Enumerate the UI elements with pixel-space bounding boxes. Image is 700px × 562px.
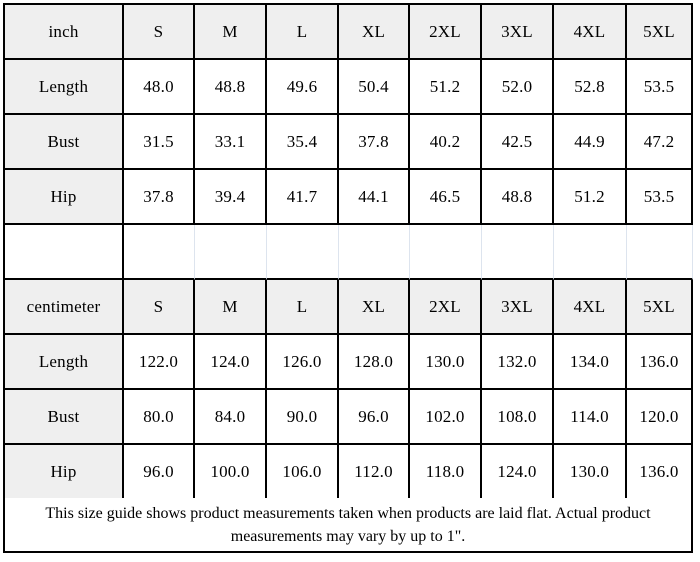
row-label-cell: Hip bbox=[3, 170, 124, 225]
value-cell: 51.2 bbox=[554, 170, 627, 225]
row-label-cell: Hip bbox=[3, 445, 124, 500]
value-cell: 100.0 bbox=[195, 445, 267, 500]
value-cell: 126.0 bbox=[267, 335, 339, 390]
value-cell: 35.4 bbox=[267, 115, 339, 170]
value-cell: 33.1 bbox=[195, 115, 267, 170]
value-cell: 52.0 bbox=[482, 60, 554, 115]
spacer-cell bbox=[339, 225, 410, 280]
value-cell: 130.0 bbox=[410, 335, 482, 390]
row-label-cell: Length bbox=[3, 60, 124, 115]
footer-note: This size guide shows product measuremen… bbox=[3, 498, 693, 553]
value-cell: 42.5 bbox=[482, 115, 554, 170]
size-header-cell: 4XL bbox=[554, 280, 627, 335]
value-cell: 124.0 bbox=[482, 445, 554, 500]
value-cell: 44.9 bbox=[554, 115, 627, 170]
size-header-cell: M bbox=[195, 280, 267, 335]
spacer-row bbox=[3, 225, 693, 280]
value-cell: 41.7 bbox=[267, 170, 339, 225]
value-cell: 39.4 bbox=[195, 170, 267, 225]
value-cell: 46.5 bbox=[410, 170, 482, 225]
size-table-inch: inch S M L XL 2XL 3XL 4XL 5XL Length 48.… bbox=[3, 3, 693, 225]
value-cell: 112.0 bbox=[339, 445, 410, 500]
value-cell: 132.0 bbox=[482, 335, 554, 390]
value-cell: 51.2 bbox=[410, 60, 482, 115]
spacer-cell bbox=[124, 225, 195, 280]
value-cell: 130.0 bbox=[554, 445, 627, 500]
size-header-cell: XL bbox=[339, 280, 410, 335]
spacer-cell bbox=[554, 225, 627, 280]
row-label-cell: Length bbox=[3, 335, 124, 390]
value-cell: 37.8 bbox=[124, 170, 195, 225]
value-cell: 53.5 bbox=[627, 170, 693, 225]
value-cell: 122.0 bbox=[124, 335, 195, 390]
value-cell: 102.0 bbox=[410, 390, 482, 445]
value-cell: 108.0 bbox=[482, 390, 554, 445]
value-cell: 114.0 bbox=[554, 390, 627, 445]
footer-note-line-2: measurements may vary by up to 1". bbox=[230, 527, 466, 545]
size-table-centimeter: centimeter S M L XL 2XL 3XL 4XL 5XL Leng… bbox=[3, 280, 693, 500]
value-cell: 47.2 bbox=[627, 115, 693, 170]
value-cell: 53.5 bbox=[627, 60, 693, 115]
spacer-cell bbox=[410, 225, 482, 280]
value-cell: 37.8 bbox=[339, 115, 410, 170]
size-header-cell: 3XL bbox=[482, 5, 554, 60]
value-cell: 106.0 bbox=[267, 445, 339, 500]
value-cell: 52.8 bbox=[554, 60, 627, 115]
row-label-cell: Bust bbox=[3, 390, 124, 445]
value-cell: 120.0 bbox=[627, 390, 693, 445]
size-header-cell: S bbox=[124, 5, 195, 60]
value-cell: 48.8 bbox=[195, 60, 267, 115]
value-cell: 31.5 bbox=[124, 115, 195, 170]
spacer-cell bbox=[195, 225, 267, 280]
spacer-cell bbox=[482, 225, 554, 280]
unit-header-cell: centimeter bbox=[3, 280, 124, 335]
value-cell: 96.0 bbox=[339, 390, 410, 445]
size-header-cell: 3XL bbox=[482, 280, 554, 335]
value-cell: 118.0 bbox=[410, 445, 482, 500]
value-cell: 48.0 bbox=[124, 60, 195, 115]
value-cell: 134.0 bbox=[554, 335, 627, 390]
value-cell: 136.0 bbox=[627, 335, 693, 390]
size-header-cell: XL bbox=[339, 5, 410, 60]
value-cell: 90.0 bbox=[267, 390, 339, 445]
value-cell: 80.0 bbox=[124, 390, 195, 445]
size-header-cell: M bbox=[195, 5, 267, 60]
value-cell: 128.0 bbox=[339, 335, 410, 390]
size-header-cell: 2XL bbox=[410, 5, 482, 60]
size-header-cell: 5XL bbox=[627, 5, 693, 60]
row-label-cell: Bust bbox=[3, 115, 124, 170]
value-cell: 44.1 bbox=[339, 170, 410, 225]
size-header-cell: L bbox=[267, 280, 339, 335]
unit-header-cell: inch bbox=[3, 5, 124, 60]
size-header-cell: 4XL bbox=[554, 5, 627, 60]
value-cell: 49.6 bbox=[267, 60, 339, 115]
footer-note-line-1: This size guide shows product measuremen… bbox=[45, 504, 651, 522]
size-guide-table: inch S M L XL 2XL 3XL 4XL 5XL Length 48.… bbox=[3, 3, 693, 500]
value-cell: 40.2 bbox=[410, 115, 482, 170]
spacer-cell bbox=[267, 225, 339, 280]
size-header-cell: S bbox=[124, 280, 195, 335]
value-cell: 84.0 bbox=[195, 390, 267, 445]
value-cell: 96.0 bbox=[124, 445, 195, 500]
size-header-cell: 5XL bbox=[627, 280, 693, 335]
spacer-cell bbox=[627, 225, 693, 280]
size-header-cell: 2XL bbox=[410, 280, 482, 335]
size-header-cell: L bbox=[267, 5, 339, 60]
value-cell: 124.0 bbox=[195, 335, 267, 390]
spacer-cell bbox=[3, 225, 124, 280]
value-cell: 136.0 bbox=[627, 445, 693, 500]
value-cell: 48.8 bbox=[482, 170, 554, 225]
value-cell: 50.4 bbox=[339, 60, 410, 115]
